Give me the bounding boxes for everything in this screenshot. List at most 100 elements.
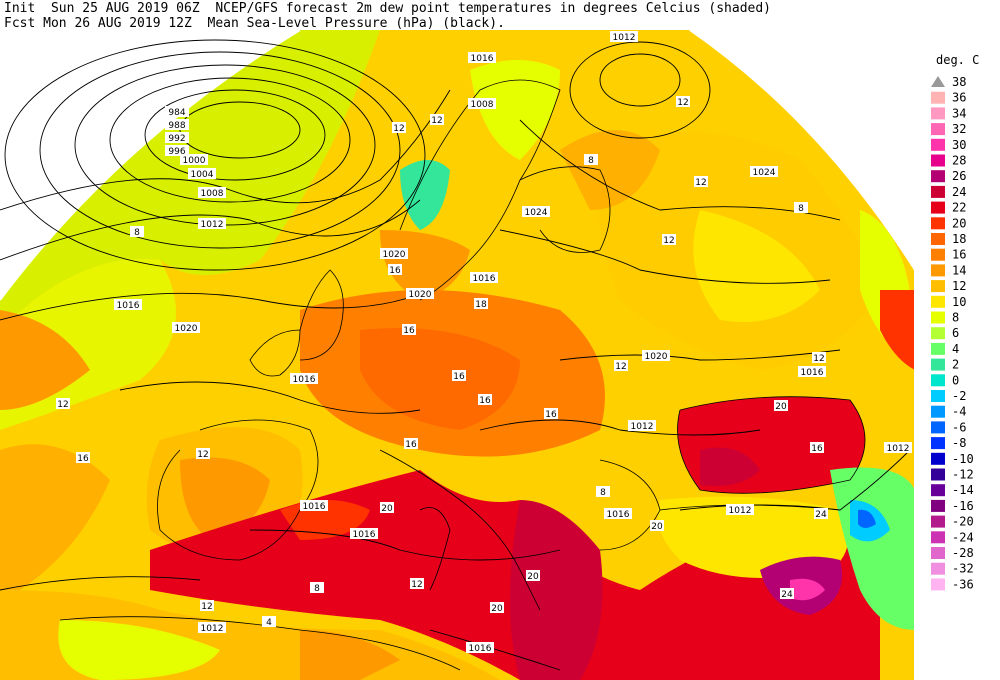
svg-text:1016: 1016: [801, 368, 824, 378]
legend-label: 30: [952, 138, 966, 152]
isobar-label: 1008: [198, 187, 226, 199]
dewpoint-label: 16: [452, 370, 466, 382]
legend-swatch: [931, 468, 945, 481]
svg-text:1012: 1012: [613, 33, 636, 43]
svg-text:1008: 1008: [201, 189, 224, 199]
svg-text:1016: 1016: [471, 54, 494, 64]
legend-swatch: [931, 547, 945, 559]
svg-text:20: 20: [775, 402, 787, 412]
legend-swatch: [931, 421, 945, 434]
legend-swatch: [931, 280, 945, 293]
isobar-label: 1016: [468, 52, 496, 64]
color-legend: deg. C 383634323028262422201816141210864…: [931, 53, 979, 591]
dewpoint-label: 16: [810, 442, 824, 454]
legend-label: -20: [952, 515, 974, 529]
isobar-label: 988: [165, 119, 189, 131]
legend-label: 34: [952, 106, 966, 120]
svg-text:16: 16: [479, 396, 491, 406]
svg-text:18: 18: [475, 300, 487, 310]
isobar-label: 996: [165, 145, 189, 157]
svg-text:12: 12: [393, 124, 404, 134]
legend-swatch: [931, 437, 945, 450]
dewpoint-label: 16: [388, 264, 402, 276]
legend-swatch: [931, 248, 945, 261]
legend-swatch: [931, 327, 945, 340]
svg-text:4: 4: [266, 618, 272, 628]
svg-text:8: 8: [588, 156, 594, 166]
svg-text:8: 8: [314, 584, 320, 594]
legend-label: -14: [952, 483, 974, 497]
svg-text:984: 984: [168, 108, 185, 118]
svg-text:1012: 1012: [729, 506, 752, 516]
svg-text:16: 16: [389, 266, 401, 276]
svg-text:1004: 1004: [191, 170, 214, 180]
legend-swatch: [931, 499, 945, 512]
svg-text:16: 16: [811, 444, 823, 454]
isobar-label: 1024: [522, 206, 550, 218]
svg-text:16: 16: [453, 372, 465, 382]
svg-text:988: 988: [168, 121, 185, 131]
isobar-label: 1020: [406, 288, 434, 300]
legend-arrow: [931, 76, 945, 87]
legend-label: -16: [952, 499, 974, 513]
legend-swatch: [931, 374, 945, 387]
legend-swatch: [931, 217, 945, 230]
svg-text:16: 16: [77, 454, 89, 464]
svg-text:1016: 1016: [293, 375, 316, 385]
dewpoint-label: 12: [196, 448, 210, 460]
svg-text:1020: 1020: [645, 352, 668, 362]
legend-swatch: [931, 107, 945, 120]
isobar-label: 1024: [750, 166, 778, 178]
legend-swatch: [931, 342, 945, 355]
isobar-label: 1012: [884, 442, 912, 454]
svg-text:16: 16: [545, 410, 557, 420]
legend-label: 2: [952, 358, 959, 372]
svg-text:1020: 1020: [383, 250, 406, 260]
legend-label: -24: [952, 530, 974, 544]
svg-text:1016: 1016: [303, 502, 326, 512]
isobar-label: 1004: [188, 168, 216, 180]
svg-text:24: 24: [815, 510, 827, 520]
svg-text:8: 8: [134, 228, 140, 238]
isobar-label: 1016: [604, 508, 632, 520]
dewpoint-label: 20: [490, 602, 504, 614]
legend-label: 0: [952, 373, 959, 387]
legend-unit-label: deg. C: [936, 53, 979, 67]
dewpoint-label: 12: [56, 398, 70, 410]
dewpoint-label: 20: [380, 502, 394, 514]
dewpoint-label: 12: [410, 578, 424, 590]
legend-label: 26: [952, 169, 966, 183]
svg-text:24: 24: [781, 590, 793, 600]
legend-label: 4: [952, 342, 959, 356]
legend-label: 36: [952, 91, 966, 105]
legend-swatch: [931, 578, 945, 591]
legend-label: -28: [952, 546, 974, 560]
legend-label: -6: [952, 420, 966, 434]
dewpoint-label: 12: [694, 176, 708, 188]
isobar-label: 1008: [468, 98, 496, 110]
svg-text:12: 12: [677, 98, 688, 108]
legend-label: 28: [952, 154, 966, 168]
legend-label: -32: [952, 562, 974, 576]
isobar-label: 1016: [350, 528, 378, 540]
svg-text:12: 12: [813, 354, 824, 364]
dewpoint-label: 4: [262, 616, 276, 628]
dewpoint-label: 12: [676, 96, 690, 108]
isobar-label: 992: [165, 132, 189, 144]
svg-text:1012: 1012: [201, 220, 224, 230]
isobar-label: 1012: [198, 622, 226, 634]
legend-label: -8: [952, 436, 966, 450]
dewpoint-label: 16: [404, 438, 418, 450]
dewpoint-label: 20: [526, 570, 540, 582]
isobar-label: 1020: [642, 350, 670, 362]
legend-label: 10: [952, 295, 966, 309]
dewpoint-label: 20: [774, 400, 788, 412]
svg-text:20: 20: [491, 604, 503, 614]
legend-label: -4: [952, 405, 966, 419]
legend-swatch: [931, 562, 945, 575]
legend-label: -12: [952, 468, 974, 482]
legend-swatch: [931, 138, 945, 151]
isobar-label: 1020: [172, 322, 200, 334]
isobar-label: 1016: [290, 373, 318, 385]
isobar-label: 1012: [198, 218, 226, 230]
